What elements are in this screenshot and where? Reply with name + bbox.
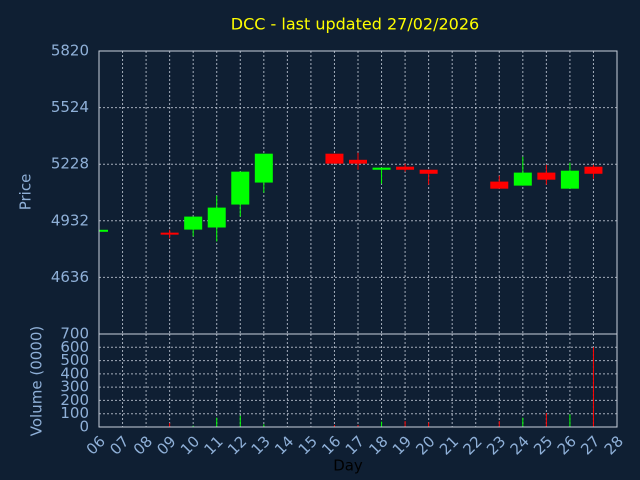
chart-title: DCC - last updated 27/02/2026 bbox=[231, 15, 479, 34]
candle-body bbox=[513, 172, 532, 186]
candle-body bbox=[372, 167, 391, 170]
candle-body bbox=[325, 153, 344, 164]
candle-body bbox=[207, 207, 226, 228]
y-tick-label: 5820 bbox=[51, 42, 89, 60]
candle-body bbox=[160, 232, 179, 235]
candle-body bbox=[184, 216, 203, 230]
candle-body bbox=[231, 171, 250, 205]
volume-axis-label: Volume (0000) bbox=[28, 326, 46, 436]
volume-tick-label: 400 bbox=[60, 364, 89, 382]
candle-body bbox=[254, 153, 273, 183]
y-axis-label: Price bbox=[17, 174, 35, 211]
candle-body bbox=[349, 159, 367, 164]
volume-tick-label: 700 bbox=[60, 325, 89, 343]
candle-body bbox=[99, 229, 108, 232]
candles bbox=[99, 152, 603, 242]
volume-tick-label: 500 bbox=[60, 351, 89, 369]
candle-body bbox=[490, 181, 509, 189]
volume-tick-label: 0 bbox=[79, 418, 89, 436]
candle-body bbox=[396, 166, 415, 170]
volume-frame bbox=[98, 333, 618, 428]
volume-tick-label: 200 bbox=[60, 391, 89, 409]
candle-body bbox=[419, 169, 438, 174]
candle-body bbox=[584, 166, 603, 174]
y-tick-label: 4636 bbox=[51, 268, 89, 286]
candle-body bbox=[560, 170, 579, 189]
y-tick-label: 4932 bbox=[51, 211, 89, 229]
volume-tick-label: 300 bbox=[60, 378, 89, 396]
y-tick-label: 5228 bbox=[51, 155, 89, 173]
volume-tick-label: 100 bbox=[60, 404, 89, 422]
y-tick-label: 5524 bbox=[51, 98, 89, 116]
volume-tick-label: 600 bbox=[60, 338, 89, 356]
candle-body bbox=[537, 172, 556, 180]
x-axis-label: Day bbox=[333, 457, 363, 475]
